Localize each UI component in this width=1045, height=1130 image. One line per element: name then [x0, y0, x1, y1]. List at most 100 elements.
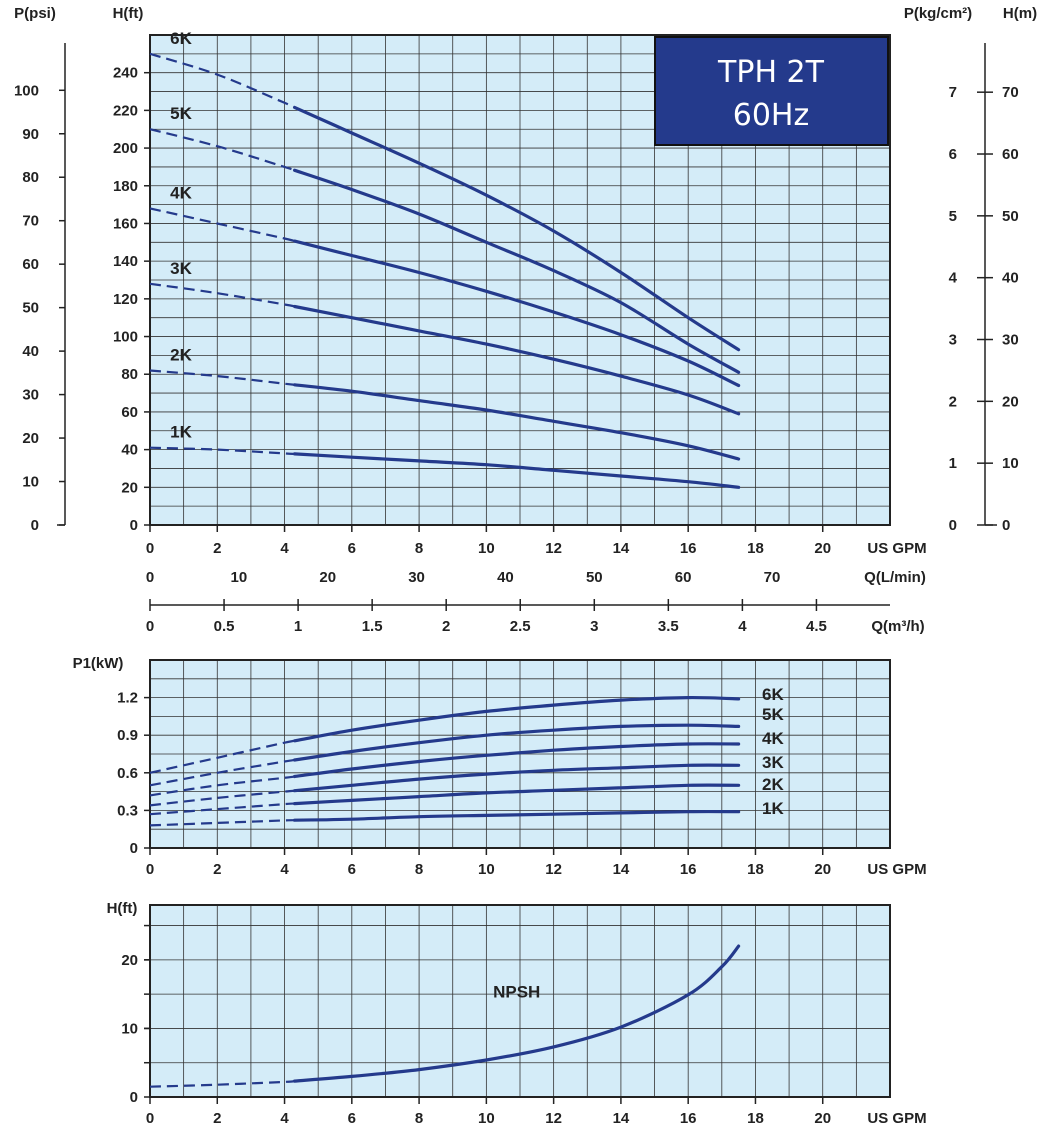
head-gpm-tick-label: 4 — [280, 540, 289, 557]
model-badge-frequency: 60Hz — [733, 98, 809, 133]
head-ft-tick-label: 200 — [113, 140, 138, 157]
psi-tick-label: 0 — [31, 517, 39, 534]
head-ft-axis-title: H(ft) — [113, 5, 144, 22]
head-gpm-tick-label: 2 — [213, 540, 221, 557]
power-gpm-tick-label: 14 — [613, 861, 630, 878]
hm-axis-title: H(m) — [1003, 5, 1037, 22]
npsh-gpm-tick-label: 12 — [545, 1110, 562, 1127]
npsh-gpm-tick-label: 2 — [213, 1110, 221, 1127]
head-curve-5 — [293, 452, 741, 489]
head-ft-tick-label: 160 — [113, 215, 138, 232]
head-curve-1 — [293, 168, 741, 374]
hm-tick-label: 50 — [1002, 208, 1019, 225]
hm-tick-label: 10 — [1002, 455, 1019, 472]
head-plot-frame — [149, 34, 891, 526]
m3h-tick-label: 0.5 — [214, 618, 235, 635]
power-tick-label: 0 — [130, 840, 138, 857]
m3h-axis-title: Q(m³/h) — [871, 618, 924, 635]
npsh-gpm-tick-label: 0 — [146, 1110, 154, 1127]
npsh-gpm-tick-label: 14 — [613, 1110, 630, 1127]
model-badge-title: TPH 2T — [717, 55, 825, 90]
power-gpm-tick-label: 12 — [545, 861, 562, 878]
head-series-label: 3K — [170, 259, 192, 278]
head-ft-tick-label: 140 — [113, 253, 138, 270]
npsh-gpm-tick-label: 4 — [280, 1110, 289, 1127]
kgcm2-tick-label: 7 — [949, 84, 957, 101]
kgcm2-tick-label: 3 — [949, 332, 957, 349]
lmin-tick-label: 40 — [497, 569, 514, 586]
npsh-gpm-axis-title: US GPM — [867, 1110, 926, 1127]
lmin-tick-label: 50 — [586, 569, 603, 586]
head-gpm-tick-label: 6 — [348, 540, 356, 557]
hm-tick-label: 0 — [1002, 517, 1010, 534]
npsh-gpm-tick-label: 6 — [348, 1110, 356, 1127]
head-curve-2 — [293, 239, 741, 388]
power-gpm-tick-label: 16 — [680, 861, 697, 878]
hm-tick-label: 70 — [1002, 84, 1019, 101]
head-series-label: 2K — [170, 345, 192, 364]
lmin-tick-label: 30 — [408, 569, 425, 586]
head-ft-tick-label: 60 — [121, 404, 138, 421]
power-axis-title: P1(kW) — [73, 655, 124, 672]
head-curve-0 — [293, 105, 741, 352]
head-ft-tick-label: 80 — [121, 366, 138, 383]
m3h-tick-label: 1.5 — [362, 618, 383, 635]
power-plot-frame — [149, 659, 891, 849]
head-ft-tick-label: 240 — [113, 65, 138, 82]
power-curve-5 — [293, 809, 741, 822]
power-gpm-tick-label: 2 — [213, 861, 221, 878]
head-series-label: 1K — [170, 423, 192, 442]
head-curve-3 — [293, 304, 741, 416]
hm-tick-label: 40 — [1002, 270, 1019, 287]
psi-tick-label: 60 — [22, 256, 39, 273]
model-badge — [654, 36, 889, 146]
head-ft-tick-label: 120 — [113, 291, 138, 308]
m3h-tick-label: 4 — [738, 618, 747, 635]
power-curve-0 — [293, 695, 741, 743]
head-series-label: 6K — [170, 29, 192, 48]
psi-tick-label: 70 — [22, 213, 39, 230]
m3h-tick-label: 2.5 — [510, 618, 531, 635]
psi-tick-label: 50 — [22, 300, 39, 317]
head-series-label: 4K — [170, 183, 192, 202]
kgcm2-tick-label: 2 — [949, 393, 957, 410]
psi-tick-label: 40 — [22, 343, 39, 360]
head-gpm-tick-label: 10 — [478, 540, 495, 557]
npsh-tick-label: 0 — [130, 1089, 138, 1106]
npsh-gpm-tick-label: 16 — [680, 1110, 697, 1127]
psi-tick-label: 10 — [22, 474, 39, 491]
kgcm2-tick-label: 0 — [949, 517, 957, 534]
kgcm2-tick-label: 4 — [949, 270, 958, 287]
power-gpm-tick-label: 8 — [415, 861, 423, 878]
power-gpm-tick-label: 10 — [478, 861, 495, 878]
power-series-label: 1K — [762, 799, 784, 818]
power-tick-label: 0.9 — [117, 727, 138, 744]
head-ft-tick-label: 180 — [113, 178, 138, 195]
lmin-tick-label: 0 — [146, 569, 154, 586]
head-gpm-tick-label: 16 — [680, 540, 697, 557]
psi-tick-label: 90 — [22, 126, 39, 143]
npsh-axis-title: H(ft) — [107, 900, 138, 917]
power-tick-label: 0.6 — [117, 765, 138, 782]
power-curve-2 — [293, 742, 741, 779]
power-gpm-tick-label: 6 — [348, 861, 356, 878]
head-curve-dashed-2 — [149, 207, 295, 243]
head-gpm-axis-title: US GPM — [867, 540, 926, 557]
lmin-axis-title: Q(L/min) — [864, 569, 926, 586]
power-gpm-tick-label: 0 — [146, 861, 154, 878]
power-series-label: 6K — [762, 685, 784, 704]
power-series-label: 3K — [762, 753, 784, 772]
npsh-curve-0 — [293, 944, 741, 1083]
hm-tick-label: 60 — [1002, 146, 1019, 163]
hm-tick-label: 30 — [1002, 332, 1019, 349]
npsh-plot-frame — [149, 904, 891, 1098]
lmin-tick-label: 20 — [319, 569, 336, 586]
head-curve-dashed-1 — [149, 128, 295, 172]
power-curve-4 — [293, 783, 741, 806]
npsh-gpm-tick-label: 20 — [814, 1110, 831, 1127]
psi-tick-label: 100 — [14, 82, 39, 99]
npsh-series-label: NPSH — [493, 983, 540, 1002]
npsh-gpm-tick-label: 8 — [415, 1110, 423, 1127]
npsh-tick-label: 20 — [121, 952, 138, 969]
